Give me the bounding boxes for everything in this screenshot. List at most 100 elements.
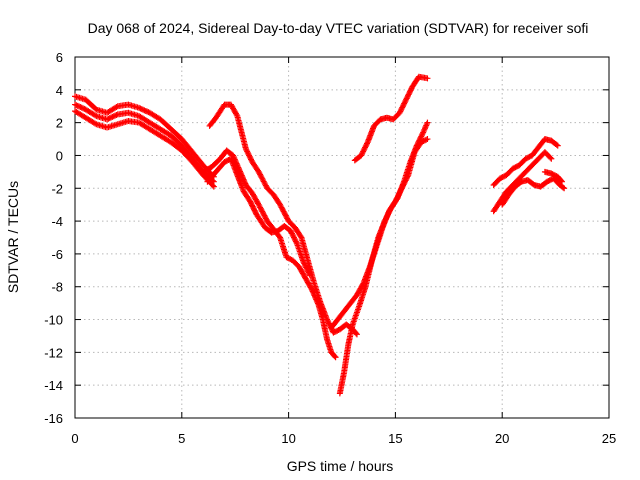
- data-point: [245, 151, 252, 158]
- data-point: [394, 193, 401, 200]
- series-track-b: [206, 101, 360, 338]
- data-point: [404, 94, 411, 101]
- data-point: [250, 204, 257, 211]
- axis-ticks: [74, 56, 610, 419]
- x-tick-label: 0: [71, 431, 78, 446]
- data-point: [300, 259, 307, 266]
- series-track-f: [351, 73, 431, 164]
- data-point: [403, 96, 410, 103]
- x-tick-label: 5: [178, 431, 185, 446]
- data-point: [398, 185, 405, 192]
- data-point: [424, 75, 431, 82]
- data-point: [402, 178, 409, 185]
- y-tick-label: -10: [44, 313, 63, 328]
- data-point: [292, 238, 299, 245]
- y-tick-label: -4: [51, 214, 63, 229]
- x-tick-label: 15: [388, 431, 402, 446]
- data-point: [242, 145, 249, 152]
- data-point: [403, 176, 410, 183]
- data-point: [144, 108, 151, 115]
- data-point: [112, 112, 119, 119]
- data-point: [287, 227, 294, 234]
- data-point: [249, 202, 256, 209]
- data-point: [290, 234, 297, 241]
- data-point: [407, 87, 414, 94]
- data-point: [141, 107, 148, 114]
- data-point: [78, 104, 85, 111]
- data-point: [250, 206, 257, 213]
- data-point: [289, 230, 296, 237]
- data-point: [249, 203, 256, 210]
- data-point: [362, 144, 369, 151]
- y-tick-label: -12: [44, 345, 63, 360]
- data-point: [104, 116, 111, 123]
- data-point: [113, 104, 120, 111]
- data-point: [401, 100, 408, 107]
- data-point: [559, 178, 566, 185]
- data-point: [404, 173, 411, 180]
- data-point: [308, 285, 315, 292]
- data-point: [394, 194, 401, 201]
- data-point: [405, 91, 412, 98]
- data-point: [398, 186, 405, 193]
- data-point: [560, 184, 567, 191]
- y-tick-label: -2: [51, 181, 63, 196]
- series-track-g-right: [541, 168, 566, 185]
- data-point: [423, 136, 430, 143]
- x-tick-label: 20: [495, 431, 509, 446]
- grid-lines: [75, 57, 609, 418]
- plot-frame: [74, 56, 610, 419]
- data-markers: [72, 73, 568, 397]
- data-point: [138, 106, 145, 113]
- data-point: [106, 115, 113, 122]
- data-point: [360, 148, 367, 155]
- data-point: [553, 141, 560, 148]
- data-point: [248, 201, 255, 208]
- data-point: [110, 113, 117, 120]
- data-point: [108, 114, 115, 121]
- data-point: [397, 187, 404, 194]
- data-point: [405, 92, 412, 99]
- data-point: [325, 320, 332, 327]
- series-track-c-right: [204, 155, 313, 279]
- data-point: [72, 101, 78, 108]
- data-point: [400, 101, 407, 108]
- data-point: [554, 142, 561, 149]
- data-point: [396, 109, 403, 116]
- data-point: [358, 151, 365, 158]
- data-point: [301, 261, 308, 268]
- data-point: [303, 265, 310, 272]
- data-point: [113, 112, 120, 119]
- data-point: [247, 199, 254, 206]
- data-point: [304, 266, 311, 273]
- data-point: [548, 155, 555, 162]
- y-tick-label: 4: [56, 83, 63, 98]
- data-point: [398, 105, 405, 112]
- data-point: [246, 153, 253, 160]
- data-point: [400, 181, 407, 188]
- y-axis-label: SDTVAR / TECUs: [5, 181, 21, 293]
- x-axis-label: GPS time / hours: [287, 458, 394, 474]
- data-point: [247, 198, 254, 205]
- data-point: [403, 95, 410, 102]
- data-point: [393, 195, 400, 202]
- data-point: [105, 115, 112, 122]
- data-point: [419, 130, 426, 137]
- data-point: [360, 147, 367, 154]
- y-tick-label: -8: [51, 280, 63, 295]
- data-point: [402, 177, 409, 184]
- data-point: [297, 233, 304, 240]
- data-point: [248, 156, 255, 163]
- data-point: [332, 354, 339, 361]
- y-tick-label: 6: [56, 50, 63, 65]
- data-point: [401, 180, 408, 187]
- data-point: [293, 239, 300, 246]
- data-point: [358, 152, 365, 159]
- data-point: [80, 105, 87, 112]
- data-point: [400, 182, 407, 189]
- data-point: [244, 149, 251, 156]
- data-point: [353, 331, 360, 338]
- data-point: [251, 207, 258, 214]
- data-point: [73, 102, 80, 109]
